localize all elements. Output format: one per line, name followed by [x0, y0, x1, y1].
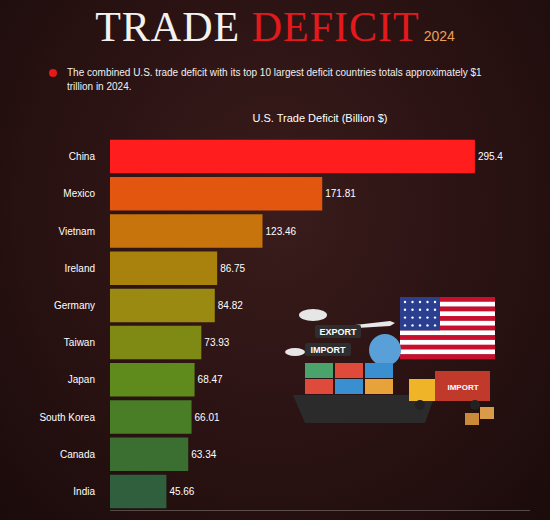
svg-text:China: China	[69, 151, 96, 162]
svg-text:IMPORT: IMPORT	[311, 345, 347, 355]
html-text:The combined U.S. trade defici: The combined U.S. trade deficit with its…	[67, 67, 482, 92]
html-text:2024: 2024	[423, 28, 455, 44]
svg-text:295.4: 295.4	[478, 151, 503, 162]
html-text:TRADE DEFICIT: TRADE DEFICIT	[95, 4, 420, 50]
svg-text:IMPORT: IMPORT	[447, 383, 478, 392]
svg-text:EXPORT: EXPORT	[319, 327, 357, 337]
svg-text:68.47: 68.47	[198, 374, 223, 385]
svg-text:India: India	[73, 486, 95, 497]
svg-text:66.01: 66.01	[195, 412, 220, 423]
svg-text:U.S. Trade Deficit (Billion $): U.S. Trade Deficit (Billion $)	[252, 112, 387, 124]
svg-text:Ireland: Ireland	[64, 263, 95, 274]
svg-text:73.93: 73.93	[204, 337, 229, 348]
svg-text:Canada: Canada	[60, 449, 95, 460]
svg-text:63.34: 63.34	[191, 449, 216, 460]
svg-text:45.66: 45.66	[169, 486, 194, 497]
svg-text:123.46: 123.46	[266, 226, 297, 237]
svg-text:86.75: 86.75	[220, 263, 245, 274]
svg-text:South Korea: South Korea	[39, 412, 95, 423]
svg-text:Vietnam: Vietnam	[58, 226, 95, 237]
svg-text:84.82: 84.82	[218, 300, 243, 311]
svg-text:Japan: Japan	[68, 374, 95, 385]
svg-text:Taiwan: Taiwan	[64, 337, 95, 348]
svg-text:Mexico: Mexico	[63, 188, 95, 199]
svg-text:Germany: Germany	[54, 300, 95, 311]
svg-text:171.81: 171.81	[325, 188, 356, 199]
